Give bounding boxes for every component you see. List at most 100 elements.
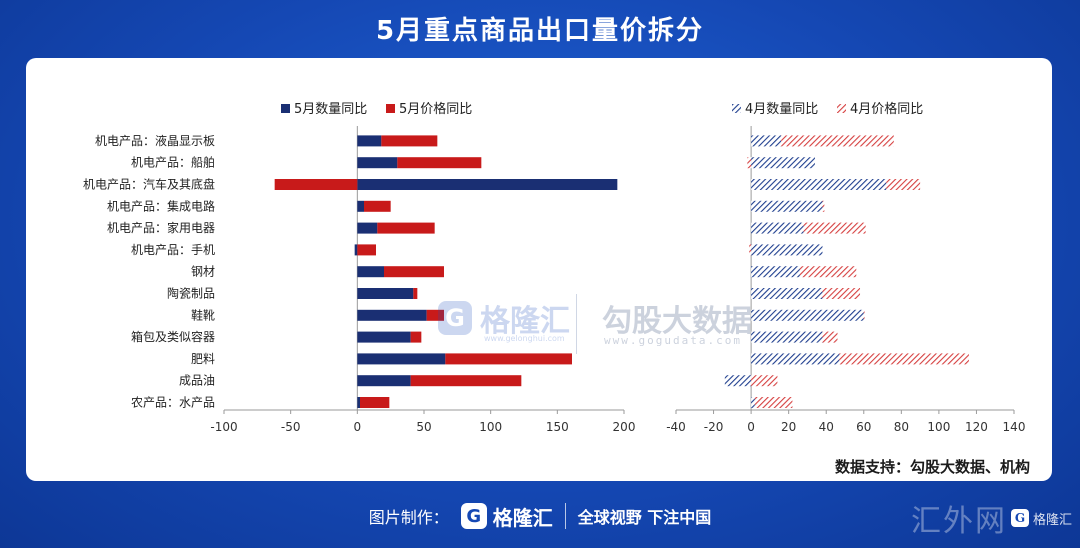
april-tick-label: 0 (747, 420, 755, 434)
may-legend-label: 5月价格同比 (399, 101, 472, 117)
footer-logo-text: 格隆汇 (492, 505, 553, 530)
april-legend-label: 4月价格同比 (850, 101, 923, 117)
may-bar-price (360, 397, 390, 408)
april-bar-quantity (751, 397, 755, 408)
april-bar-quantity (751, 353, 840, 365)
april-tick-label: 40 (819, 420, 834, 434)
april-bar-quantity (751, 331, 823, 343)
chart-panel: -100 -50 0 50 100 150 200 机电产品：液晶显示板 机电产品：船舶 机电产品… (26, 58, 1052, 481)
may-bar-quantity (354, 244, 358, 256)
april-bar-price (822, 288, 861, 299)
may-bar-quantity (357, 179, 618, 190)
april-bar-price (822, 331, 838, 343)
april-bar-price (803, 222, 866, 234)
may-bar-price (357, 244, 376, 256)
may-bar-price (410, 331, 422, 343)
april-bar-quantity (724, 375, 752, 387)
may-bar-price (445, 353, 572, 365)
april-bar-quantity (751, 200, 823, 212)
may-tick-label: 200 (613, 420, 636, 434)
may-bar-price (381, 135, 438, 147)
april-bar-price (886, 179, 921, 190)
may-tick-label: 150 (546, 420, 569, 434)
may-bar-quantity (357, 353, 446, 365)
april-bar-price (799, 266, 857, 278)
may-bar-price (410, 375, 522, 387)
footer: 图片制作： G 格隆汇 全球视野 下注中国 (0, 498, 1080, 534)
category-label: 机电产品：汽车及其底盘 (83, 177, 215, 192)
export-breakdown-chart: -100 -50 0 50 100 150 200机电产品：液晶显示板机电产品：船舶机电产品… (83, 101, 1026, 434)
april-bar-quantity (751, 157, 815, 169)
gelonghui-watermark: G 格隆汇 (438, 296, 570, 340)
may-bar-quantity (357, 157, 398, 169)
april-tick-label: 20 (781, 420, 796, 434)
may-bar-price (397, 157, 482, 169)
may-bar-quantity (357, 375, 411, 387)
category-label: 机电产品：船舶 (131, 155, 215, 170)
april-bar-quantity (751, 244, 823, 256)
gogu-watermark-url: www.gogudata.com (604, 334, 742, 347)
corner-watermark: 汇外网 G 格隆汇 (911, 496, 1072, 540)
april-bar-quantity (751, 222, 804, 234)
april-bar-price (749, 244, 752, 256)
page-title: 5月重点商品出口量价拆分 (375, 16, 705, 46)
april-tick-label: 140 (1003, 420, 1026, 434)
corner-logo-icon: G (1010, 509, 1029, 527)
category-label: 钢材 (191, 265, 215, 279)
may-tick-label: -100 (210, 420, 237, 434)
category-label: 机电产品：家用电器 (107, 220, 215, 235)
may-tick-label: 50 (416, 420, 431, 434)
april-tick-label: -20 (704, 420, 724, 434)
may-bar-price (426, 309, 444, 321)
april-bar-quantity (751, 288, 823, 299)
may-bar-price (413, 288, 418, 299)
april-bar-quantity (751, 266, 800, 278)
category-label: 机电产品：集成电路 (107, 198, 215, 213)
may-bar-quantity (357, 309, 427, 321)
april-bar-quantity (751, 309, 864, 321)
april-bar-price (747, 157, 752, 169)
april-bar-price (863, 309, 865, 321)
may-bar-quantity (357, 135, 382, 147)
gogu-watermark-text: 勾股大数据 (602, 304, 752, 339)
footer-logo: G 格隆汇 (460, 502, 553, 531)
may-bar-quantity (357, 266, 384, 278)
april-tick-label: -40 (666, 420, 686, 434)
may-bar-price (384, 266, 444, 278)
gelonghui-logo-icon: G (460, 503, 487, 529)
may-tick-label: 100 (479, 420, 502, 434)
april-bar-price (751, 375, 778, 387)
gelonghui-watermark-url: www.gelonghui.com (484, 334, 565, 343)
category-label: 鞋靴 (191, 307, 215, 322)
may-bar-quantity (357, 288, 414, 299)
april-bar-price (754, 397, 793, 408)
category-label: 机电产品：液晶显示板 (95, 133, 215, 148)
april-legend-swatch (837, 104, 846, 113)
may-bar-price (274, 179, 358, 190)
category-label: 肥料 (191, 352, 215, 366)
april-tick-label: 120 (965, 420, 988, 434)
source-note: 数据支持：勾股大数据、机构 (834, 458, 1030, 476)
may-bar-price (364, 200, 391, 212)
watermark-divider (576, 294, 577, 354)
footer-label: 图片制作： (368, 508, 449, 527)
may-bar-price (377, 222, 435, 234)
april-bar-price (822, 200, 825, 212)
may-bar-quantity (357, 331, 411, 343)
footer-divider (564, 503, 566, 529)
footer-slogan: 全球视野 下注中国 (577, 508, 712, 527)
gelonghui-watermark-text: 格隆汇 (480, 304, 570, 339)
category-label: 陶瓷制品 (167, 286, 215, 301)
april-tick-label: 80 (894, 420, 909, 434)
april-bar-quantity (751, 135, 782, 147)
gelonghui-logo-icon: G (438, 301, 472, 335)
corner-watermark-text: 汇外网 (910, 504, 1007, 539)
category-label: 机电产品：手机 (131, 243, 215, 257)
may-bar-quantity (357, 222, 378, 234)
may-tick-label: 0 (354, 420, 362, 434)
may-legend-swatch (386, 104, 395, 113)
april-bar-price (839, 353, 969, 365)
may-legend-label: 5月数量同比 (294, 102, 367, 117)
april-bar-quantity (751, 179, 887, 190)
april-tick-label: 60 (856, 420, 871, 434)
